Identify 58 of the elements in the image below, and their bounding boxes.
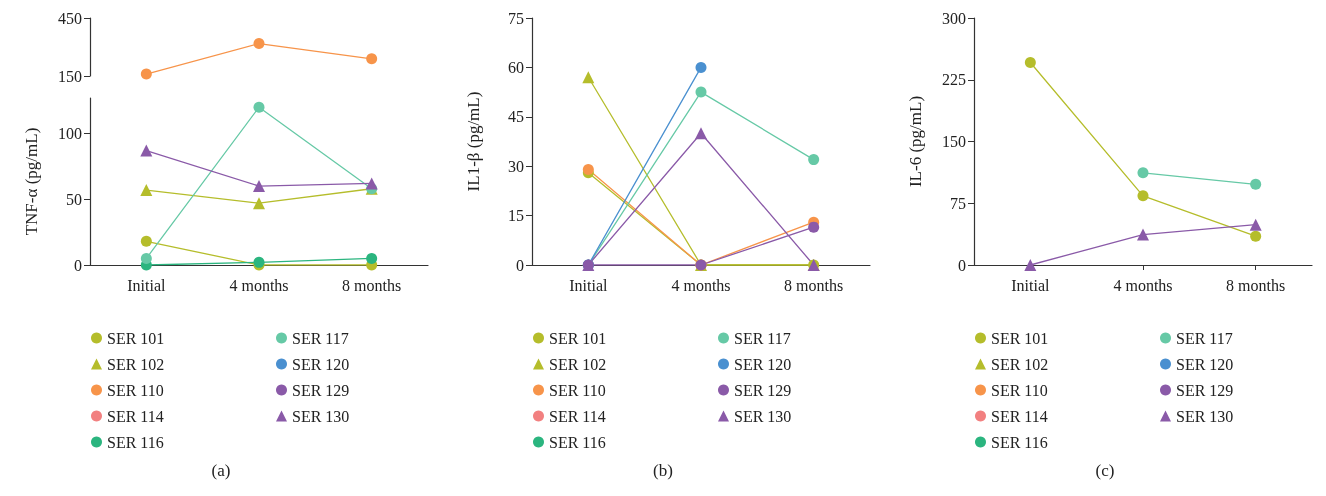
x-tick-label: 4 months [229, 276, 289, 294]
y-tick-label: 45 [508, 108, 524, 126]
legend-label: SER 129 [292, 381, 350, 399]
y-tick-label: 30 [508, 157, 524, 175]
legend-label: SER 102 [107, 355, 165, 373]
x-tick-label: 4 months [1113, 276, 1173, 294]
legend-label: SER 120 [1176, 355, 1234, 373]
legend-label: SER 110 [107, 381, 164, 399]
x-tick-label: Initial [569, 276, 608, 294]
x-tick-label: Initial [1011, 276, 1050, 294]
legend-label: SER 117 [292, 329, 349, 347]
legend-label: SER 120 [734, 355, 792, 373]
y-axis-title: IL1-β (pg/mL) [464, 91, 483, 192]
x-tick-label: Initial [127, 276, 166, 294]
text: (a) [211, 461, 231, 480]
legend-label: SER 129 [734, 381, 792, 399]
legend-label: SER 130 [292, 407, 350, 425]
legend-label: SER 110 [991, 381, 1048, 399]
legend-label: SER 102 [549, 355, 607, 373]
legend-label: SER 116 [549, 433, 606, 451]
legend-label: SER 114 [107, 407, 164, 425]
legend-label: SER 116 [991, 433, 1048, 451]
legend-label: SER 114 [991, 407, 1048, 425]
y-tick-label: 0 [516, 256, 524, 274]
x-tick-label: 4 months [671, 276, 731, 294]
y-axis-title: TNF-α (pg/mL) [22, 127, 41, 236]
x-tick-label: 8 months [784, 276, 844, 294]
y-tick-label: 300 [942, 9, 966, 27]
legend-label: SER 117 [1176, 329, 1233, 347]
y-tick-label: 0 [958, 256, 966, 274]
legend-label: SER 129 [1176, 381, 1234, 399]
y-tick-label: 450 [58, 9, 82, 27]
text: (c) [1095, 461, 1115, 480]
legend-label: SER 101 [991, 329, 1049, 347]
y-tick-label: 0 [74, 256, 82, 274]
legend-label: SER 101 [107, 329, 165, 347]
y-axis-title: IL-6 (pg/mL) [906, 95, 925, 188]
y-tick-label: 60 [508, 58, 524, 76]
y-tick-label: 150 [942, 133, 966, 150]
legend-label: SER 102 [991, 355, 1049, 373]
y-tick-label: 225 [942, 71, 966, 89]
text: (b) [653, 461, 673, 480]
legend-label: SER 116 [107, 433, 164, 451]
legend-label: SER 101 [549, 329, 607, 347]
y-tick-label: 150 [58, 67, 82, 85]
y-tick-label: 75 [950, 194, 966, 212]
x-tick-label: 8 months [342, 276, 402, 294]
x-tick-label: 8 months [1226, 276, 1286, 294]
legend-label: SER 130 [734, 407, 792, 425]
y-tick-label: 15 [508, 207, 524, 225]
legend-label: SER 110 [549, 381, 606, 399]
y-tick-label: 50 [66, 190, 82, 208]
y-tick-label: 100 [58, 125, 82, 142]
legend-label: SER 117 [734, 329, 791, 347]
legend-label: SER 114 [549, 407, 606, 425]
legend-label: SER 120 [292, 355, 350, 373]
legend-label: SER 130 [1176, 407, 1234, 425]
y-tick-label: 75 [508, 9, 524, 27]
